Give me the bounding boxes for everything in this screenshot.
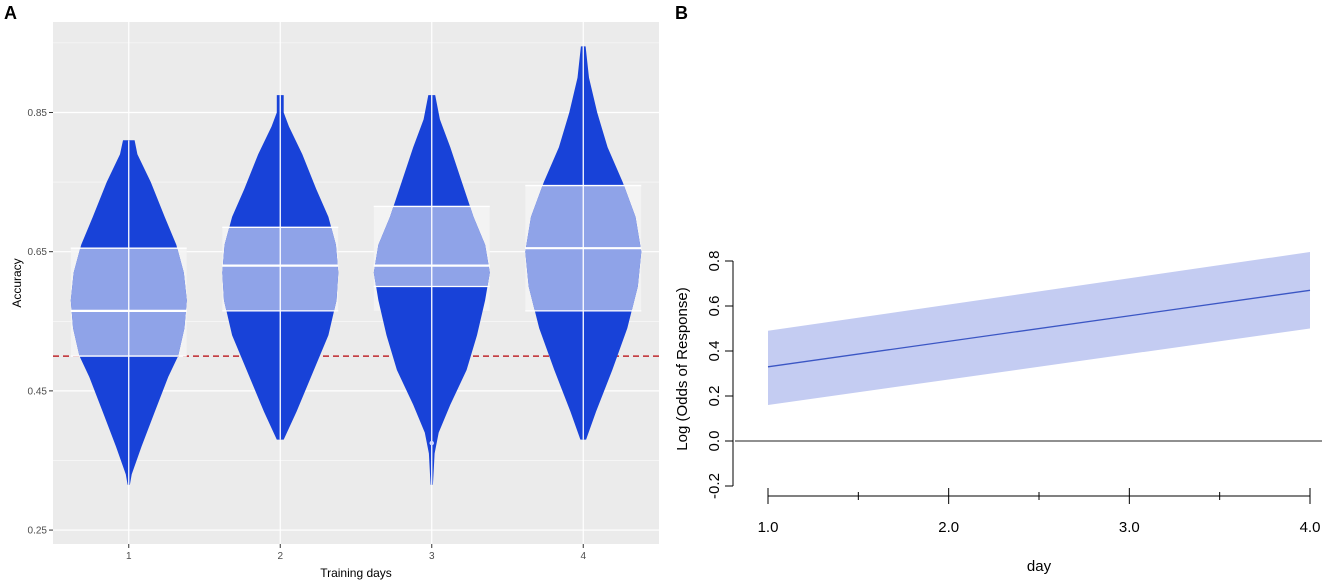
y-tick-label: 0.8: [706, 251, 723, 272]
panel-b-plot: [735, 252, 1322, 442]
x-tick-label: 2.0: [938, 519, 959, 536]
outlier-point: [429, 440, 434, 446]
y-tick-label: 0.6: [706, 296, 723, 317]
violin-day-1: [70, 140, 187, 485]
x-tick-label: 3: [429, 551, 435, 562]
panel-a-ticks: 0.25 0.45 0.65 0.85 1 2 3 4: [28, 108, 587, 562]
x-tick-label: 3.0: [1119, 519, 1140, 536]
y-tick-label: -0.2: [706, 473, 723, 499]
panel-b-x-axis-title: day: [1027, 558, 1052, 575]
y-tick-label: 0.2: [706, 386, 723, 407]
panel-b-y-axis-title: Log (Odds of Response): [674, 287, 691, 450]
y-tick-label: 0.45: [28, 386, 48, 397]
panel-b-axes: -0.2 0.0 0.2 0.4 0.6 0.8 1.0 2.0 3.0 4.0: [706, 251, 1320, 536]
y-tick-label: 0.0: [706, 431, 723, 452]
y-tick-label: 0.4: [706, 341, 723, 362]
y-tick-label: 0.85: [28, 108, 48, 119]
panel-a-y-axis-title: Accuracy: [10, 258, 24, 307]
panel-b: B -0.2 0.0 0.2 0.4 0.6 0.8 1.0 2.0 3.0 4.0 day Lo…: [674, 3, 1322, 575]
violin-day-4: [525, 46, 642, 440]
y-tick-label: 0.65: [28, 247, 48, 258]
panel-a-letter: A: [4, 3, 17, 23]
violin-day-2: [222, 95, 339, 440]
panel-a-violins: [70, 46, 642, 485]
violin-day-3: [373, 95, 490, 485]
panel-a: A 0.25 0.45 0.65 0.85 1 2 3 4 Training days Acc…: [4, 3, 659, 580]
x-tick-label: 1: [126, 551, 132, 562]
x-tick-label: 2: [277, 551, 283, 562]
x-tick-label: 4.0: [1300, 519, 1321, 536]
x-tick-label: 4: [580, 551, 586, 562]
x-tick-label: 1.0: [758, 519, 779, 536]
fitted-line: [767, 289, 1311, 368]
y-tick-label: 0.25: [28, 526, 48, 537]
panel-a-x-axis-title: Training days: [320, 566, 392, 580]
panel-b-letter: B: [675, 3, 688, 23]
